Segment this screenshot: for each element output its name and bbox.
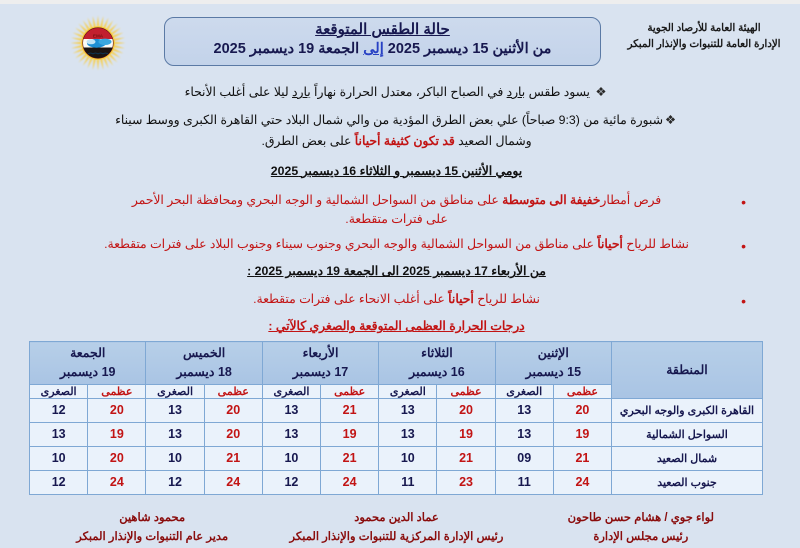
svg-text:EMA: EMA <box>93 34 104 39</box>
